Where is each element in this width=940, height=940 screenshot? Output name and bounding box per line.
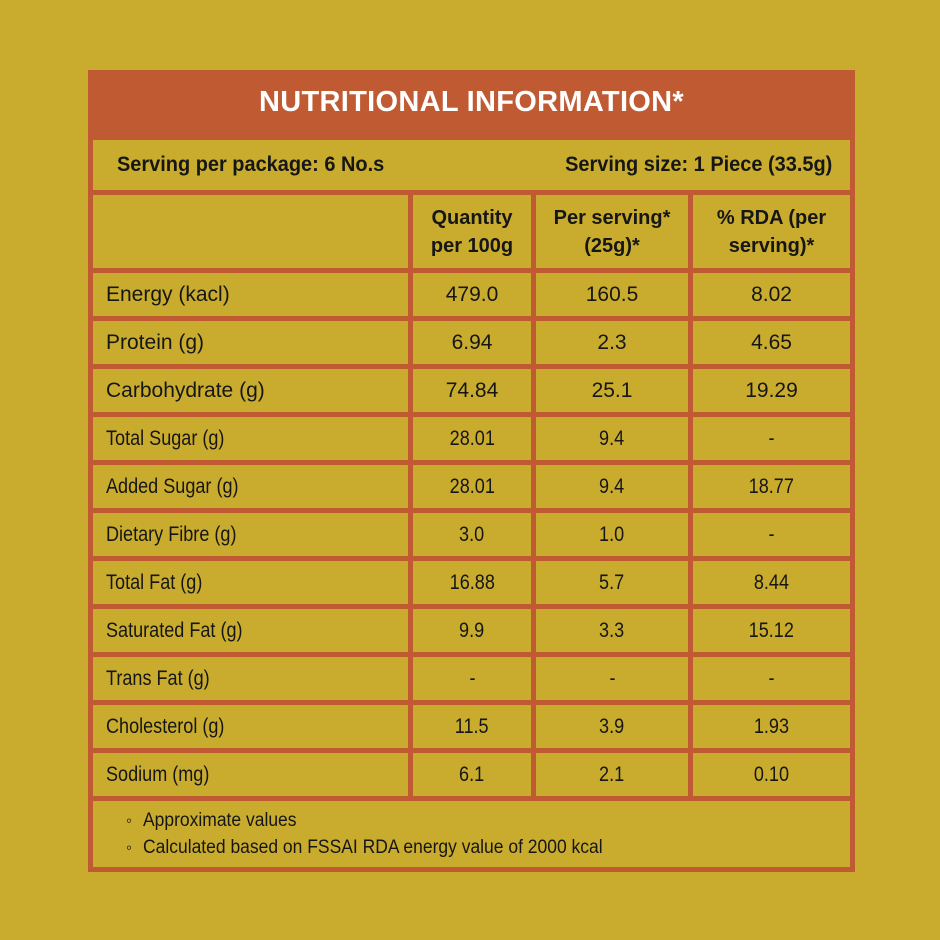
serving-per-package: Serving per package: 6 No.s	[117, 153, 385, 176]
table-row-protein: Protein (g) 6.94 2.3 4.65	[93, 321, 851, 364]
table-row-total-sugar: Total Sugar (g) 28.01 9.4 -	[93, 417, 851, 460]
serving-info: Serving per package: 6 No.s Serving size…	[93, 153, 850, 177]
value-per-serving: 2.3	[597, 330, 627, 354]
table-row-added-sugar: Added Sugar (g) 28.01 9.4 18.77	[93, 465, 851, 508]
value-rda: 15.12	[748, 618, 795, 642]
value-per-100g: 16.88	[449, 570, 495, 594]
value-per-100g: 6.94	[451, 330, 493, 354]
value-per-100g: 9.9	[459, 618, 485, 642]
serving-row: Serving per package: 6 No.s Serving size…	[93, 140, 851, 190]
row-label: Trans Fat (g)	[106, 666, 210, 690]
value-rda: 18.77	[748, 474, 795, 498]
nutrition-panel: NUTRITIONAL INFORMATION* Serving per pac…	[88, 70, 856, 872]
value-per-serving: 3.3	[599, 618, 625, 642]
column-header-per-serving: Per serving* (25g)*	[536, 195, 688, 268]
row-label: Dietary Fibre (g)	[106, 522, 237, 546]
column-header-quantity: Quantity per 100g	[413, 195, 531, 268]
circle-bullet-icon: ◦	[126, 811, 133, 830]
panel-title: NUTRITIONAL INFORMATION*	[88, 70, 855, 135]
note-text: Calculated based on FSSAI RDA energy val…	[143, 836, 603, 858]
table-row-total-fat: Total Fat (g) 16.88 5.7 8.44	[93, 561, 851, 604]
value-rda: -	[768, 666, 775, 690]
value-per-serving: 3.9	[599, 714, 625, 738]
circle-bullet-icon: ◦	[126, 838, 133, 857]
notes-row: ◦ Approximate values ◦ Calculated based …	[93, 801, 851, 867]
value-rda: 8.44	[753, 570, 790, 594]
value-rda: 4.65	[751, 330, 792, 354]
column-header-row: Quantity per 100g Per serving* (25g)* % …	[93, 195, 851, 268]
row-label: Carbohydrate (g)	[106, 378, 265, 402]
note-text: Approximate values	[143, 809, 297, 831]
row-label: Sodium (mg)	[106, 762, 210, 786]
note-approximate-values: ◦ Approximate values	[126, 810, 850, 832]
table-row-dietary-fibre: Dietary Fibre (g) 3.0 1.0 -	[93, 513, 851, 556]
column-header-rda: % RDA (per serving)*	[693, 195, 851, 268]
value-per-serving: -	[608, 666, 616, 690]
value-rda: 1.93	[753, 714, 790, 738]
table-row-energy: Energy (kacl) 479.0 160.5 8.02	[93, 273, 851, 316]
value-per-serving: 160.5	[585, 282, 639, 306]
value-per-100g: 28.01	[449, 474, 495, 498]
value-per-serving: 9.4	[599, 426, 625, 450]
value-per-100g: -	[468, 666, 476, 690]
value-rda: -	[768, 426, 775, 450]
row-label: Total Sugar (g)	[106, 426, 225, 450]
value-rda: 8.02	[751, 282, 792, 306]
serving-size: Serving size: 1 Piece (33.5g)	[564, 153, 833, 176]
value-per-100g: 3.0	[459, 522, 485, 546]
nutrition-table: Serving per package: 6 No.s Serving size…	[88, 135, 856, 872]
value-per-100g: 6.1	[459, 762, 485, 786]
value-per-100g: 74.84	[445, 378, 499, 402]
value-per-100g: 28.01	[449, 426, 495, 450]
table-row-sodium: Sodium (mg) 6.1 2.1 0.10	[93, 753, 851, 796]
value-per-serving: 9.4	[599, 474, 625, 498]
value-per-100g: 479.0	[445, 282, 499, 306]
row-label: Total Fat (g)	[106, 570, 203, 594]
row-label: Protein (g)	[106, 330, 205, 354]
table-row-cholesterol: Cholesterol (g) 11.5 3.9 1.93	[93, 705, 851, 748]
row-label: Energy (kacl)	[106, 282, 230, 306]
value-per-serving: 25.1	[591, 378, 633, 402]
row-label: Cholesterol (g)	[106, 714, 225, 738]
row-label: Saturated Fat (g)	[106, 618, 243, 642]
note-fssai-rda: ◦ Calculated based on FSSAI RDA energy v…	[126, 837, 850, 859]
column-header-item	[93, 195, 408, 268]
row-label: Added Sugar (g)	[106, 474, 239, 498]
value-per-serving: 5.7	[599, 570, 625, 594]
value-rda: -	[768, 522, 775, 546]
table-row-saturated-fat: Saturated Fat (g) 9.9 3.3 15.12	[93, 609, 851, 652]
table-row-carbohydrate: Carbohydrate (g) 74.84 25.1 19.29	[93, 369, 851, 412]
value-rda: 19.29	[745, 378, 798, 402]
table-row-trans-fat: Trans Fat (g) - - -	[93, 657, 851, 700]
value-per-100g: 11.5	[455, 714, 489, 738]
value-rda: 0.10	[753, 762, 790, 786]
value-per-serving: 1.0	[599, 522, 625, 546]
value-per-serving: 2.1	[599, 762, 625, 786]
